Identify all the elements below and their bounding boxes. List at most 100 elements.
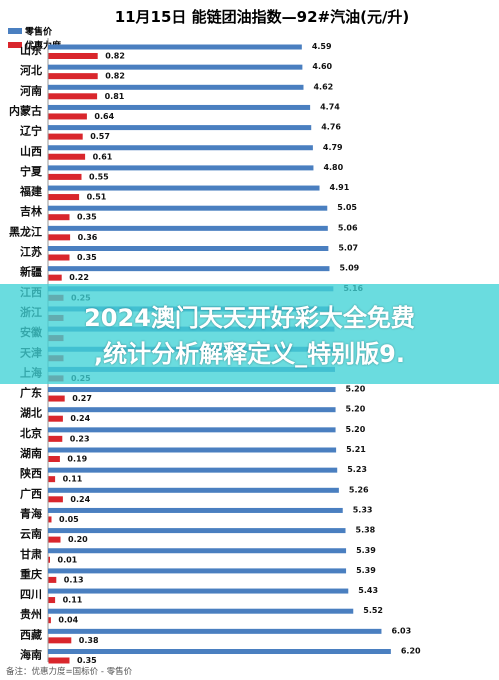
retail-price-bar — [48, 528, 346, 534]
category-label: 甘肃 — [20, 547, 42, 561]
discount-bar — [48, 576, 57, 583]
discount-label: 0.24 — [70, 414, 90, 423]
retail-price-bar — [48, 427, 336, 433]
discount-bar — [48, 617, 51, 624]
discount-bar — [48, 153, 86, 160]
discount-bar — [48, 73, 98, 80]
discount-bar — [48, 637, 72, 644]
retail-price-bar — [48, 64, 303, 70]
category-label: 湖南 — [20, 446, 42, 460]
discount-label: 0.22 — [69, 273, 89, 282]
category-label: 山西 — [20, 144, 42, 158]
retail-price-bar — [48, 487, 339, 493]
discount-label: 0.35 — [77, 213, 97, 222]
discount-bar — [48, 435, 63, 442]
retail-price-label: 5.09 — [339, 264, 359, 273]
retail-price-bar — [48, 507, 343, 513]
category-label: 湖北 — [20, 406, 42, 420]
category-label: 青海 — [20, 506, 42, 520]
discount-bar — [48, 234, 71, 241]
retail-price-label: 5.52 — [363, 606, 383, 615]
retail-price-bar — [48, 568, 347, 574]
retail-price-label: 5.05 — [337, 203, 357, 212]
retail-price-bar — [48, 205, 328, 211]
category-label: 四川 — [20, 588, 42, 601]
retail-price-bar — [48, 608, 354, 614]
discount-label: 0.35 — [77, 253, 97, 262]
category-label: 黑龙江 — [9, 224, 42, 238]
discount-label: 0.82 — [105, 52, 125, 61]
retail-price-label: 5.43 — [358, 586, 378, 595]
discount-label: 0.64 — [94, 112, 114, 121]
discount-bar — [48, 556, 50, 563]
category-label: 辽宁 — [20, 124, 42, 138]
retail-price-label: 5.20 — [346, 385, 366, 394]
retail-price-label: 4.91 — [330, 183, 350, 192]
retail-price-label: 5.06 — [338, 223, 358, 232]
retail-price-label: 5.07 — [338, 244, 358, 253]
discount-label: 0.04 — [58, 616, 78, 625]
retail-price-label: 4.79 — [323, 143, 343, 152]
category-label: 广东 — [20, 386, 42, 400]
discount-label: 0.23 — [70, 434, 90, 443]
discount-label: 0.05 — [59, 515, 79, 524]
chart-note: 备注：优惠力度=国标价 - 零售价 — [6, 666, 133, 677]
discount-label: 0.38 — [79, 636, 99, 645]
discount-bar — [48, 496, 63, 503]
discount-label: 0.01 — [58, 555, 78, 564]
discount-label: 0.55 — [89, 172, 109, 181]
retail-price-label: 5.20 — [346, 425, 366, 434]
retail-price-bar — [48, 447, 337, 453]
retail-price-bar — [48, 44, 302, 50]
discount-label: 0.11 — [63, 475, 83, 484]
legend-label: 零售价 — [24, 26, 53, 38]
retail-price-label: 4.76 — [321, 123, 341, 132]
overlay-banner — [0, 284, 499, 384]
category-label: 云南 — [20, 527, 42, 541]
retail-price-bar — [48, 104, 311, 110]
retail-price-label: 6.03 — [391, 626, 411, 635]
category-label: 内蒙古 — [9, 103, 42, 117]
retail-price-bar — [48, 185, 320, 191]
retail-price-bar — [48, 467, 338, 473]
discount-bar — [48, 173, 82, 180]
discount-label: 0.24 — [70, 495, 90, 504]
category-label: 贵州 — [20, 607, 42, 621]
discount-label: 0.11 — [63, 596, 83, 605]
retail-price-bar — [48, 628, 382, 634]
chart-title: 11月15日 能链团油指数—92#汽油(元/升) — [115, 8, 410, 26]
retail-price-label: 4.60 — [312, 62, 332, 71]
category-labels: 山东河北河南内蒙古辽宁山西宁夏福建吉林黑龙江江苏新疆江西浙江安徽天津上海广东湖北… — [9, 43, 43, 662]
category-label: 广西 — [20, 486, 42, 500]
retail-price-label: 5.21 — [346, 445, 366, 454]
discount-bar — [48, 657, 70, 664]
category-label: 陕西 — [20, 466, 42, 480]
retail-price-bar — [48, 266, 330, 272]
retail-price-label: 4.74 — [320, 102, 340, 111]
retail-price-bar — [48, 165, 314, 171]
overlay-banner-text: 2024澳门天天开好彩大全免费 ,统计分析解释定义_特别版9. — [84, 304, 415, 368]
retail-price-label: 4.62 — [313, 82, 333, 91]
discount-bar — [48, 536, 61, 543]
discount-label: 0.82 — [105, 72, 125, 81]
retail-price-bar — [48, 588, 349, 594]
category-label: 河北 — [20, 63, 42, 77]
retail-price-label: 5.39 — [356, 566, 376, 575]
category-label: 江苏 — [20, 245, 42, 259]
category-label: 宁夏 — [20, 164, 43, 178]
discount-bar — [48, 194, 80, 201]
retail-price-label: 5.26 — [349, 485, 369, 494]
discount-bar — [48, 516, 52, 523]
retail-price-bar — [48, 246, 329, 251]
retail-price-bar — [48, 649, 391, 654]
discount-bar — [48, 456, 60, 462]
bars — [48, 44, 391, 664]
discount-label: 0.13 — [64, 575, 84, 584]
discount-label: 0.27 — [72, 394, 92, 403]
retail-price-label: 5.33 — [353, 505, 373, 514]
discount-label: 0.51 — [87, 193, 107, 202]
discount-bar — [48, 53, 98, 59]
discount-label: 0.61 — [93, 152, 113, 161]
discount-bar — [48, 476, 56, 483]
